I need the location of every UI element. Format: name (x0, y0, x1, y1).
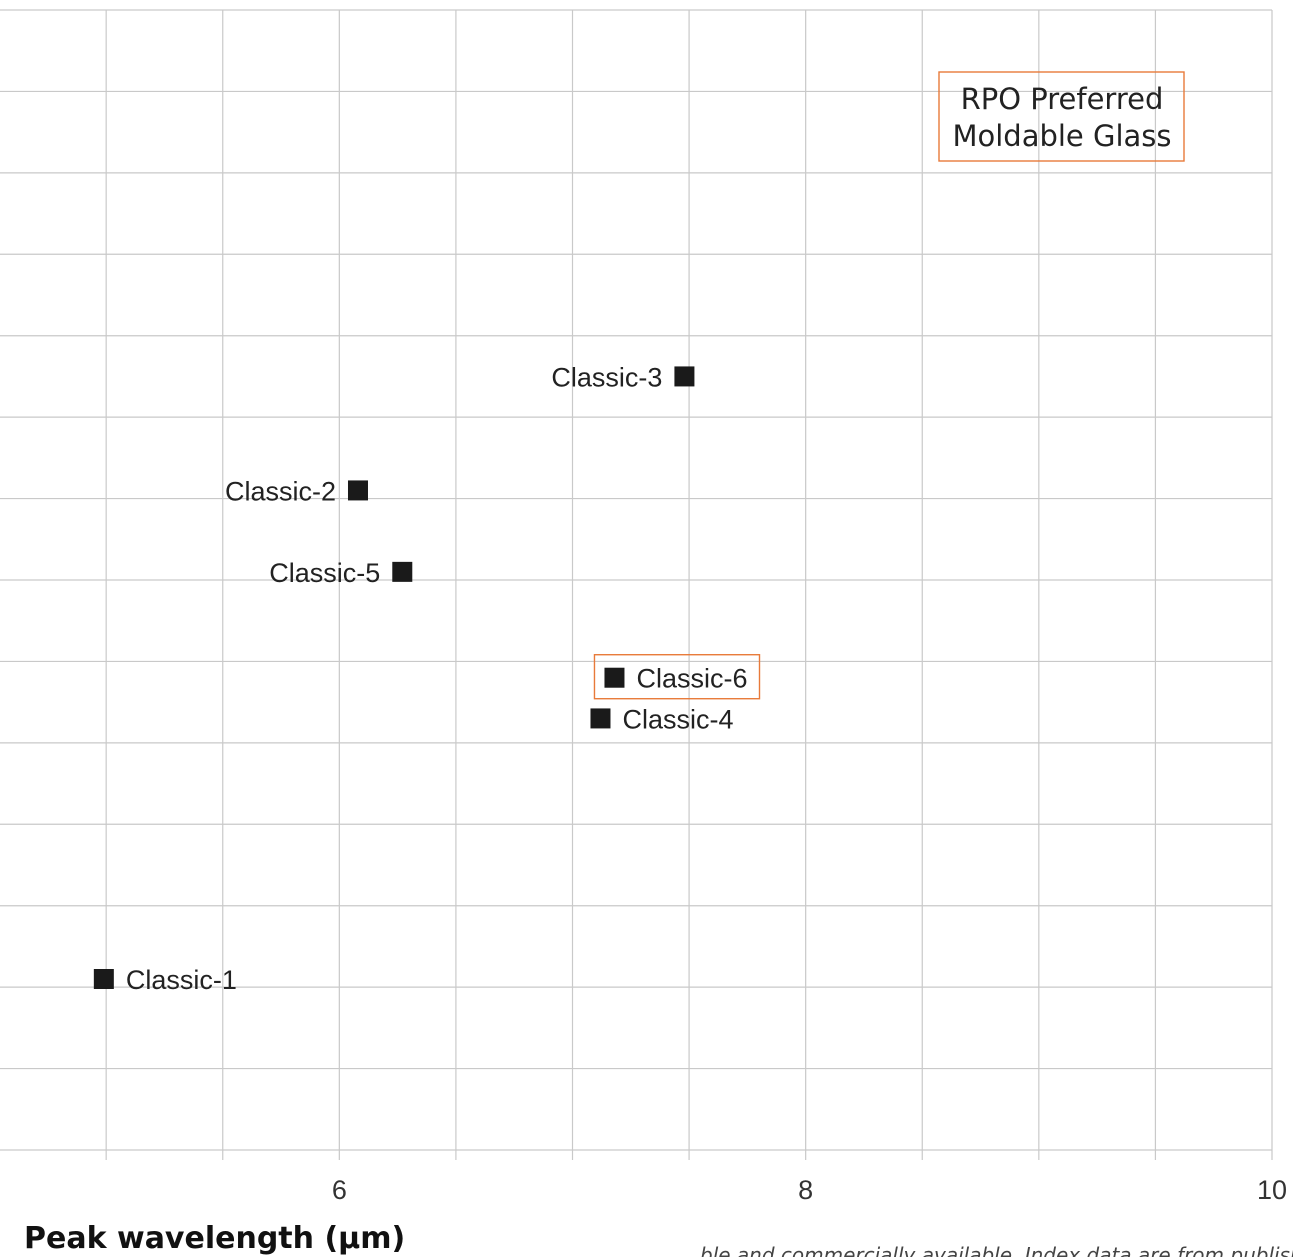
x-tick-label: 10 (1257, 1175, 1287, 1205)
point-label: Classic-2 (225, 476, 336, 506)
annotation-line-2: Moldable Glass (952, 119, 1171, 153)
x-tick-label: 8 (798, 1175, 813, 1205)
data-point: Classic-3 (551, 362, 694, 392)
data-points: Classic-1 Classic-2 Classic-3 Classic-4 Clas… (0, 362, 760, 995)
point-marker (590, 708, 610, 728)
point-label: Classic-6 (636, 664, 747, 694)
x-axis-title: Peak wavelength (µm) (24, 1221, 405, 1256)
data-point: Classic-1 (94, 965, 237, 995)
data-point: Classic-5 (269, 558, 412, 588)
point-marker (392, 562, 412, 582)
point-label: Classic-4 (622, 704, 733, 734)
point-label: Classic-3 (551, 362, 662, 392)
point-marker (348, 480, 368, 500)
point-marker (604, 668, 624, 688)
annotation-line-1: RPO Preferred (961, 82, 1164, 116)
x-tick-labels: 6 8 10 (332, 1175, 1287, 1205)
point-label: Classic-5 (269, 558, 380, 588)
annotation-box: RPO Preferred Moldable Glass (939, 72, 1184, 161)
data-point: Classic-4 (590, 704, 733, 734)
footnote: …ble and commercially available. Index d… (680, 1243, 1293, 1257)
x-tick-label: 6 (332, 1175, 347, 1205)
point-marker (674, 366, 694, 386)
point-marker (94, 969, 114, 989)
point-label: Classic-1 (126, 965, 237, 995)
data-point: Classic-2 (225, 476, 368, 506)
